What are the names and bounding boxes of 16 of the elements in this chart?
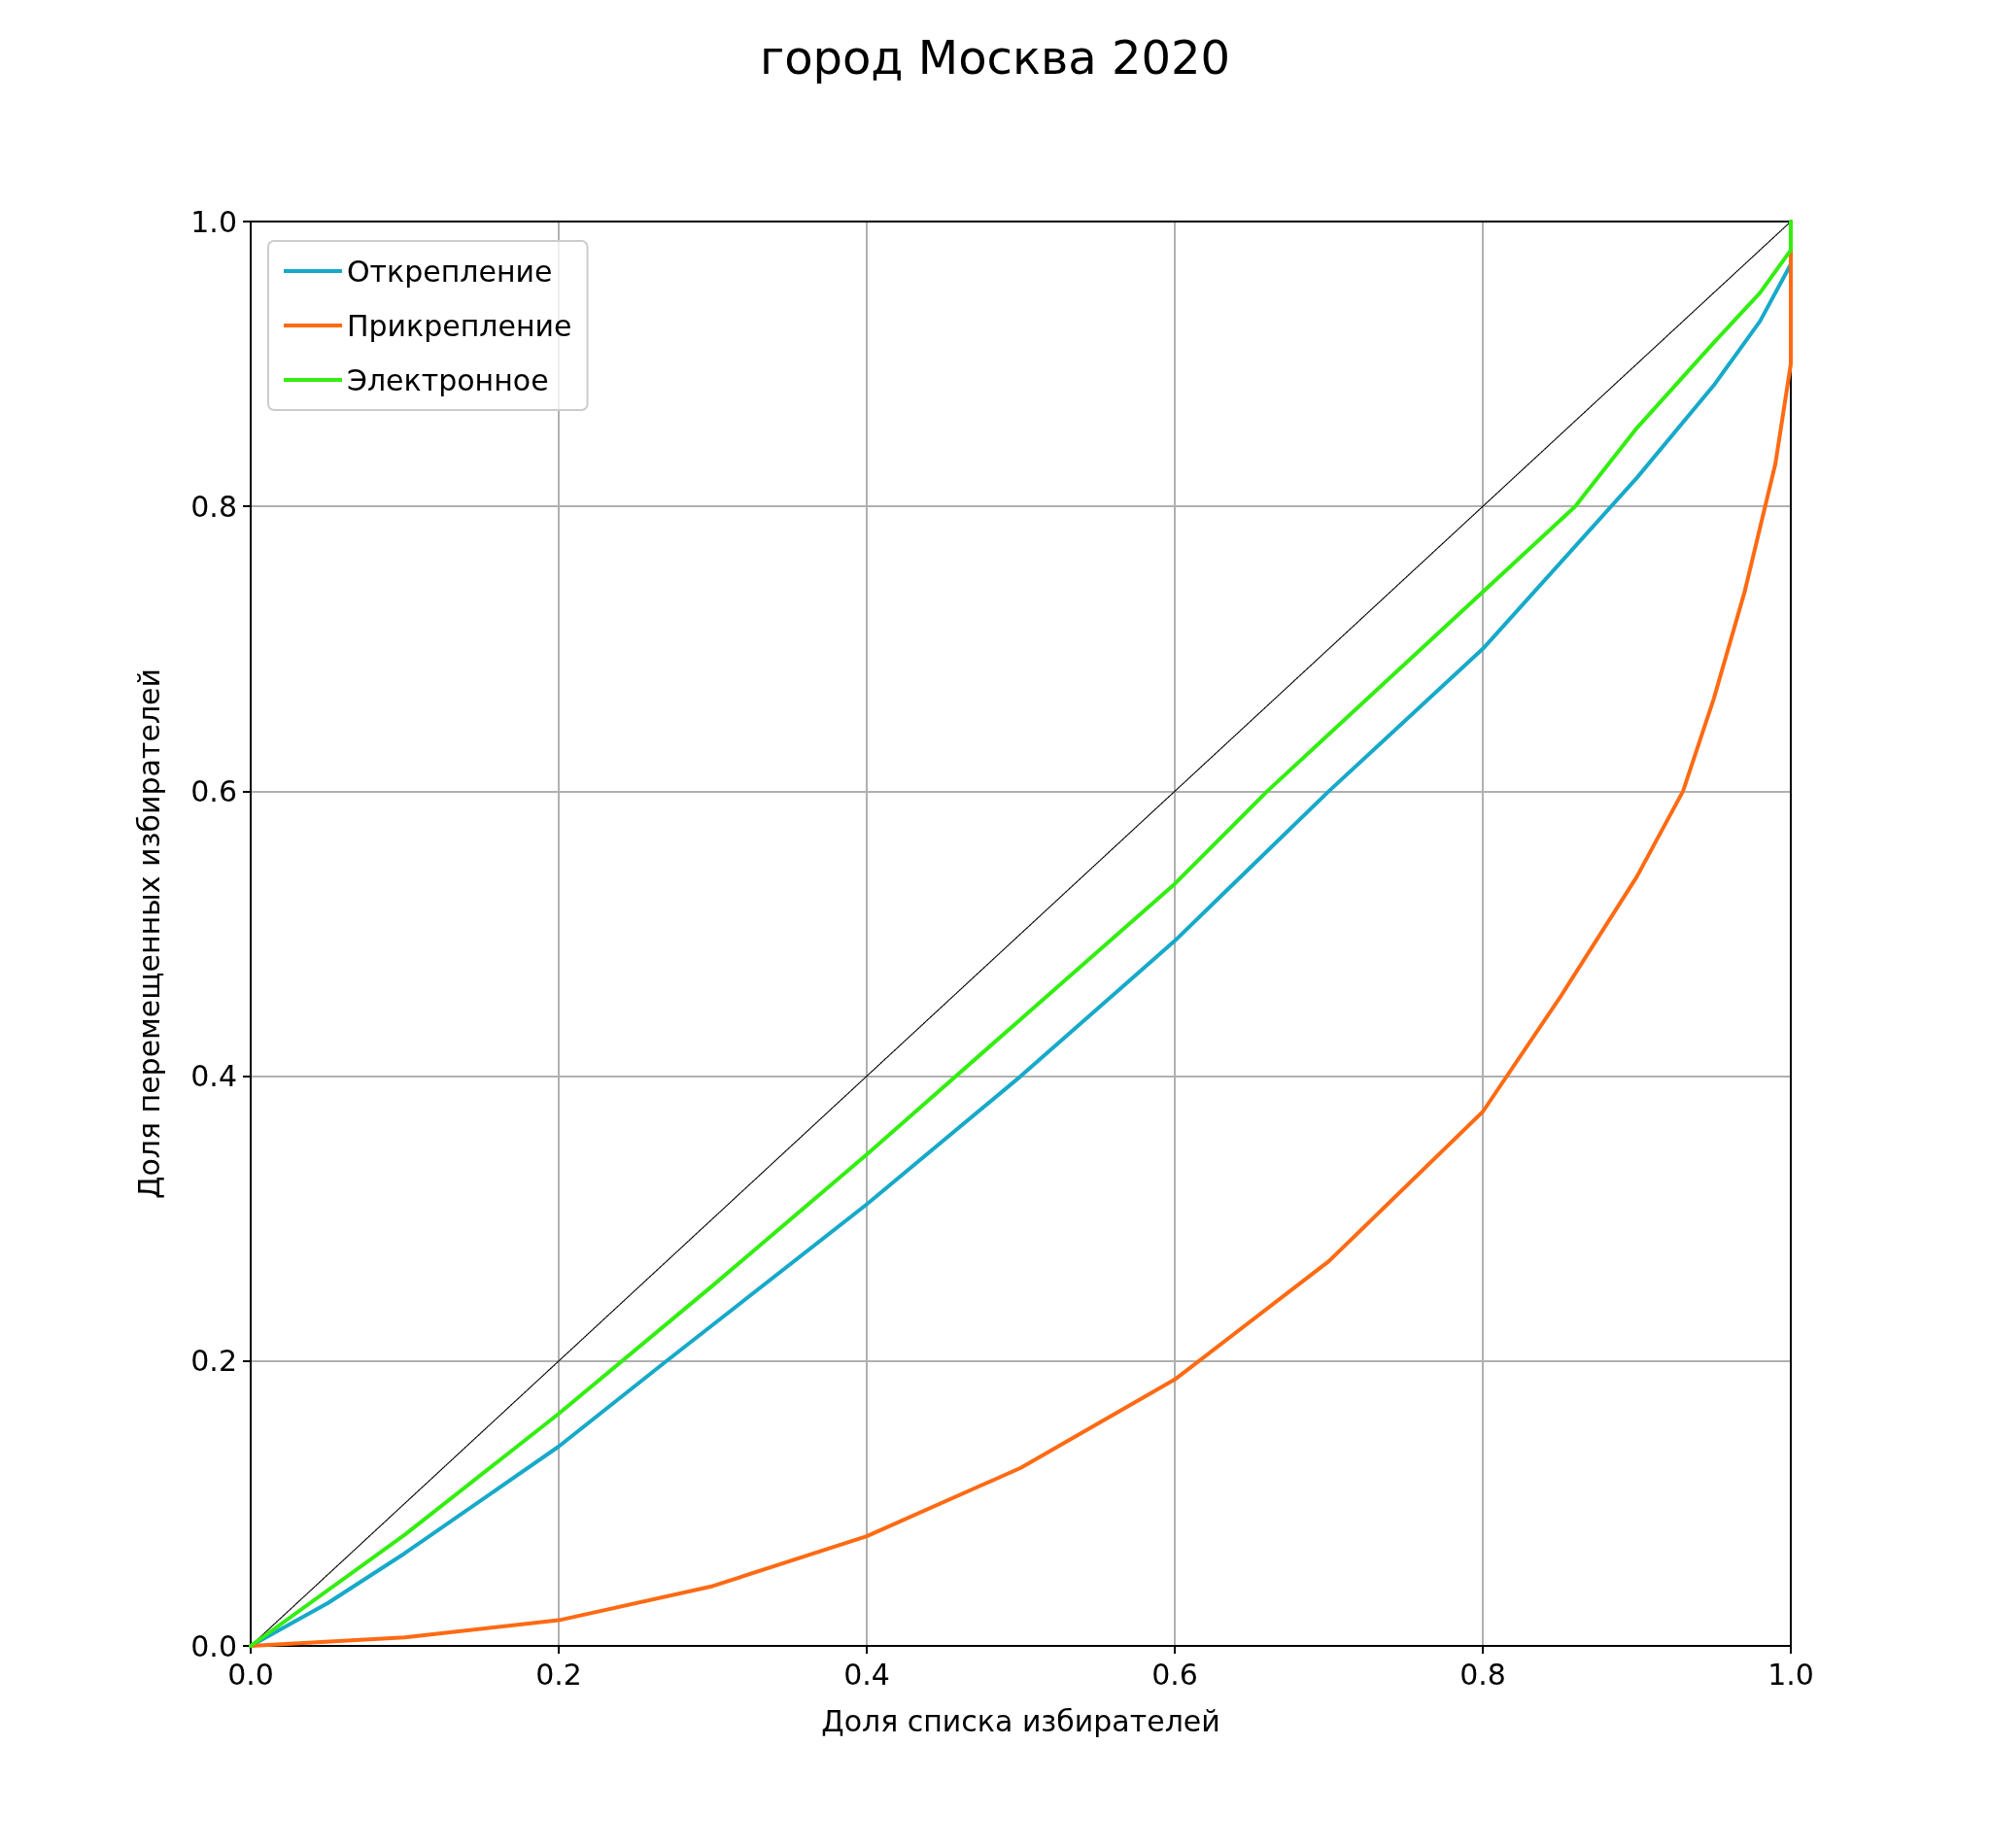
x-tick-label: 0.8	[1459, 1657, 1506, 1692]
y-tick-label: 1.0	[190, 204, 237, 239]
x-axis-title: Доля списка избирателей	[821, 1703, 1220, 1738]
legend-label: Открепление	[347, 254, 553, 289]
y-tick-label: 0.2	[190, 1344, 237, 1379]
y-tick-label: 0.4	[190, 1059, 237, 1094]
y-axis-title: Доля перемещенных избирателей	[131, 667, 166, 1200]
x-tick-label: 0.4	[843, 1657, 890, 1692]
legend-label: Электронное	[347, 362, 549, 397]
x-tick-label: 0.6	[1151, 1657, 1198, 1692]
y-tick-label: 0.8	[190, 489, 237, 524]
x-tick-label: 0.2	[535, 1657, 582, 1692]
y-tick-label: 0.6	[190, 773, 237, 808]
legend-label: Прикрепление	[347, 308, 572, 343]
x-tick-label: 1.0	[1767, 1657, 1814, 1692]
chart-title: город Москва 2020	[759, 30, 1231, 85]
